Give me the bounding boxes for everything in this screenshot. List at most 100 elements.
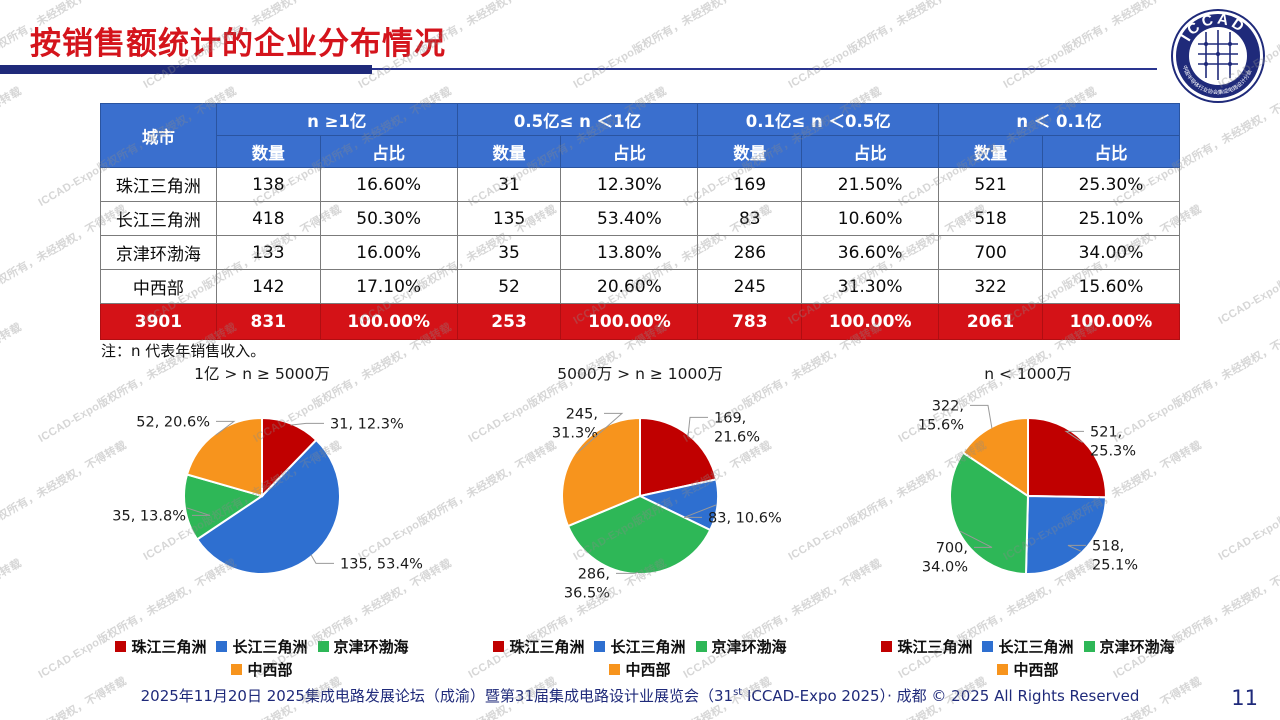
table-body: 珠江三角洲 138 16.60% 31 12.30% 169 21.50% 521 25.30%… — [100, 167, 1180, 340]
legend-item[interactable]: 珠江三角洲 — [493, 636, 584, 657]
legend-3: 珠江三角洲 长江三角洲 京津环渤海中西部 — [863, 636, 1193, 680]
page-number: 11 — [1231, 686, 1258, 710]
pie-leader-line — [616, 571, 638, 574]
legend-item[interactable]: 长江三角洲 — [216, 636, 308, 657]
watermark-text: ICCAD-Expo版权所有，未经授权，不得转载 — [1216, 203, 1280, 327]
footer: 2025年11月20日 2025集成电路发展论坛（成渝）暨第31届集成电路设计业… — [0, 685, 1280, 706]
header-count-3: 数量 — [697, 135, 803, 168]
pie-chart-svg: 169, 21.6% 83, 10.6% 286, 36.5% 245, 31.3% — [552, 407, 782, 602]
header-group-2: 0.5亿≤ n ＜1亿 — [456, 103, 699, 136]
cell-value: 31 — [456, 167, 562, 202]
table-row: 京津环渤海 133 16.00% 35 13.80% 286 36.60% 700 34.00% — [100, 235, 1180, 270]
cell-value: 169 — [697, 167, 803, 202]
cell-total: 2061 — [938, 303, 1043, 340]
cell-value: 518 — [938, 201, 1043, 236]
cell-value: 25.30% — [1042, 167, 1180, 202]
legend-swatch-icon — [317, 641, 329, 652]
pie-leader-line — [687, 416, 708, 437]
table-group-header-row: 城市 n ≥1亿 0.5亿≤ n ＜1亿 0.1亿≤ n ＜0.5亿 n ＜ 0… — [100, 103, 1180, 168]
pie-slice — [639, 416, 718, 498]
table-total-row: 3901 831 100.00% 253 100.00% 783 100.00% 2061 10… — [100, 303, 1180, 340]
cell-city: 长江三角洲 — [100, 201, 217, 236]
enterprise-distribution-table: 城市 n ≥1亿 0.5亿≤ n ＜1亿 0.1亿≤ n ＜0.5亿 n ＜ 0… — [100, 103, 1180, 340]
cell-value: 133 — [215, 235, 321, 270]
legend-item[interactable]: 长江三角洲 — [982, 636, 1074, 657]
watermark-text: ICCAD-Expo版权所有，未经授权，不得转载 — [0, 557, 24, 681]
cell-total: 100.00% — [1042, 303, 1180, 340]
legend-swatch-icon — [881, 641, 893, 652]
cell-value: 20.60% — [560, 269, 699, 304]
legend-item[interactable]: 中西部 — [231, 659, 293, 680]
pie-slice-label: 169, 21.6% — [714, 411, 760, 446]
pie-slice-label: 35, 13.8% — [112, 509, 186, 525]
legend-item[interactable]: 珠江三角洲 — [881, 636, 972, 657]
legend-label: 珠江三角洲 — [131, 638, 207, 656]
pie-chart-svg: 521, 25.3% 518, 25.1% 700, 34.0% 322, 15.6% — [918, 399, 1138, 576]
legend-swatch-icon — [493, 641, 505, 652]
cell-value: 10.60% — [801, 201, 940, 236]
pie-slice-label: 245, 31.3% — [552, 407, 598, 442]
legend-2: 珠江三角洲 长江三角洲 京津环渤海中西部 — [475, 636, 805, 680]
legend-label: 中西部 — [1013, 661, 1059, 679]
page-title: 按销售额统计的企业分布情况 — [30, 26, 446, 62]
watermark-text: ICCAD-Expo版权所有，未经授权，不得转载 — [0, 321, 24, 445]
legend-item[interactable]: 珠江三角洲 — [115, 636, 206, 657]
cell-value: 322 — [938, 269, 1043, 304]
watermark-text: ICCAD-Expo版权所有，未经授权，不得转载 — [786, 0, 989, 91]
legend-swatch-icon — [1083, 641, 1095, 652]
legend-label: 中西部 — [247, 661, 293, 679]
cell-total: 253 — [456, 303, 562, 340]
pie-slice-label: 286, 36.5% — [564, 567, 610, 602]
legend-label: 京津环渤海 — [711, 638, 787, 656]
cell-total: 783 — [697, 303, 803, 340]
cell-value: 16.00% — [319, 235, 458, 270]
cell-value: 36.60% — [801, 235, 940, 270]
legend-item[interactable]: 京津环渤海 — [695, 636, 787, 657]
title-rule-thin — [372, 68, 1157, 70]
cell-city: 京津环渤海 — [100, 235, 217, 270]
watermark-text: ICCAD-Expo版权所有，未经授权，不得转载 — [0, 85, 24, 209]
legend-swatch-icon — [216, 641, 228, 652]
legend-swatch-icon — [609, 664, 621, 675]
cell-value: 35 — [456, 235, 562, 270]
cell-total: 831 — [215, 303, 321, 340]
table-row: 中西部 142 17.10% 52 20.60% 245 31.30% 322 15.60% — [100, 269, 1180, 304]
header-count-4: 数量 — [938, 135, 1043, 168]
cell-value: 245 — [697, 269, 803, 304]
legend-item[interactable]: 中西部 — [997, 659, 1059, 680]
cell-value: 53.40% — [560, 201, 699, 236]
pie-slice — [566, 494, 712, 575]
cell-value: 34.00% — [1042, 235, 1180, 270]
legend-swatch-icon — [982, 641, 994, 652]
pie-slice-label: 700, 34.0% — [922, 541, 968, 576]
legend-label: 珠江三角洲 — [509, 638, 585, 656]
cell-value: 52 — [456, 269, 562, 304]
legend-item[interactable]: 京津环渤海 — [317, 636, 409, 657]
legend-swatch-icon — [115, 641, 127, 652]
pie-leader-line — [1064, 430, 1084, 443]
cell-value: 31.30% — [801, 269, 940, 304]
pie-slice-label: 135, 53.4% — [340, 557, 423, 573]
legend-item[interactable]: 中西部 — [609, 659, 671, 680]
cell-value: 135 — [456, 201, 562, 236]
legend-item[interactable]: 长江三角洲 — [594, 636, 686, 657]
pie-chart-block-3: n < 1000万 521, 25.3% 518, 25.1% 700, 34.0% 322… — [838, 362, 1218, 680]
pie-leader-line — [290, 422, 324, 426]
pie-leader-line — [959, 530, 993, 548]
cell-value: 700 — [938, 235, 1043, 270]
chart-title-3: n < 1000万 — [984, 365, 1072, 383]
legend-item[interactable]: 京津环渤海 — [1083, 636, 1175, 657]
pie-leader-line — [576, 412, 624, 454]
pie-slice-label: 521, 25.3% — [1090, 425, 1136, 460]
pie-leader-line — [1067, 544, 1086, 552]
cell-total: 3901 — [100, 303, 217, 340]
legend-1: 珠江三角洲 长江三角洲 京津环渤海中西部 — [97, 636, 427, 680]
pie-leader-line — [970, 404, 993, 429]
watermark-text: ICCAD-Expo版权所有，未经授权，不得转载 — [571, 0, 774, 91]
footer-text: 2025年11月20日 2025集成电路发展论坛（成渝）暨第31届集成电路设计业… — [140, 687, 1140, 705]
cell-value: 12.30% — [560, 167, 699, 202]
legend-label: 长江三角洲 — [998, 638, 1074, 656]
cell-value: 418 — [215, 201, 321, 236]
header-count-1: 数量 — [215, 135, 321, 168]
